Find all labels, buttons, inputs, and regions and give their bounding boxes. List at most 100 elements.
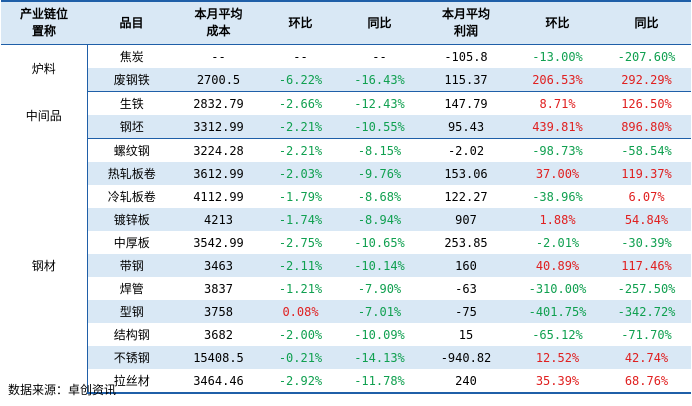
profit-yoy-cell: 42.74% [602,346,691,369]
profit-mom-cell: 37.00% [513,162,602,185]
cost-yoy-cell: -7.01% [340,300,419,323]
table-row: 型钢 3758 0.08% -7.01% -75 -401.75% -342.72% [1,300,691,323]
table-row: 中间品 生铁 2832.79 -2.66% -12.43% 147.79 8.71% 126.… [1,91,691,139]
product-name-cell: 废钢铁 [87,68,176,92]
profit-cell: 907 [419,208,513,231]
profit-yoy-cell: -342.72% [602,300,691,323]
profit-cell: 115.37 [419,68,513,92]
profit-mom-cell: 40.89% [513,254,602,277]
profit-yoy-cell: 117.46% [602,254,691,277]
table-row: 带钢 3463 -2.11% -10.14% 160 40.89% 117.46% [1,254,691,277]
profit-yoy-cell: -257.50% [617,281,676,296]
cost-mom-cell: -2.75% [278,235,323,250]
header-profit-yoy: 同比 [602,1,691,45]
profit-mom-cell: -2.01% [535,235,580,250]
profit-yoy-cell: 119.37% [602,162,691,185]
table-row: 热轧板卷 3612.99 -2.03% -9.76% 153.06 37.00% 119.3… [1,162,691,185]
product-name-cell: 钢坯 [87,115,176,139]
cost-mom-cell: -6.22% [261,68,340,92]
cost-mom-cell: -- [293,49,308,64]
cost-yoy-cell: -10.65% [354,235,405,250]
cost-yoy-cell: -8.15% [357,143,402,158]
product-name-cell: 冷轧板卷 [107,190,156,204]
header-cost-yoy: 同比 [340,1,419,45]
cost-cell: 3682 [204,327,233,342]
cost-mom-cell: -1.21% [278,281,323,296]
cost-mom-cell: -2.00% [278,327,323,342]
table-row: 冷轧板卷 4112.99 -1.79% -8.68% 122.27 -38.96% 6.07… [1,185,691,208]
product-name-cell: 带钢 [87,254,176,277]
product-name-cell: 焦炭 [119,50,144,64]
profit-yoy-cell: 6.07% [628,189,665,204]
category-cell: 炉料 [1,44,88,92]
profit-mom-cell: -38.96% [532,189,583,204]
product-name-cell: 热轧板卷 [87,162,176,185]
profit-cell: 95.43 [419,115,513,139]
cost-cell: 3463 [176,254,261,277]
cost-cell: 3542.99 [193,235,244,250]
profit-mom-cell: -401.75% [513,300,602,323]
cost-mom-cell: -2.11% [261,254,340,277]
product-name-cell: 结构钢 [113,328,150,342]
profit-cell: 147.79 [444,96,488,111]
product-name-cell: 型钢 [87,300,176,323]
table-row: 镀锌板 4213 -1.74% -8.94% 907 1.88% 54.84% [1,208,691,231]
cost-cell: 3224.28 [193,143,244,158]
product-name-cell: 焊管 [119,282,144,296]
table-row: 拉丝材 3464.46 -2.92% -11.78% 240 35.39% 68.76% [1,369,691,394]
cost-yoy-cell: -- [372,49,387,64]
profit-mom-cell: 206.53% [513,68,602,92]
data-source-note: 数据来源：卓创资讯 [8,383,117,397]
header-profit-mom: 环比 [513,1,602,45]
table-row: 钢材 螺纹钢 3224.28 -2.21% -8.15% -2.02 -98.73% -58.… [1,138,691,393]
profit-cell: 160 [419,254,513,277]
profit-mom-cell: 1.88% [513,208,602,231]
profit-yoy-cell: -71.70% [621,327,672,342]
cost-yoy-cell: -10.09% [354,327,405,342]
cost-cell: 4213 [176,208,261,231]
profit-mom-cell: 439.81% [513,115,602,139]
table-row: 结构钢 3682 -2.00% -10.09% 15 -65.12% -71.70% [1,323,691,346]
table-row: 废钢铁 2700.5 -6.22% -16.43% 115.37 206.53% 292.2… [1,68,691,92]
profit-yoy-cell: 54.84% [602,208,691,231]
cost-mom-cell: -1.74% [261,208,340,231]
cost-profit-table: 产业链位 置称 品目 本月平均 成本 环比 同比 本月平均 利润 环比 同比 炉… [1,0,691,394]
cost-mom-cell: -2.21% [261,115,340,139]
cost-yoy-cell: -8.94% [340,208,419,231]
cost-cell: 2700.5 [176,68,261,92]
cost-cell: 3758 [176,300,261,323]
profit-mom-cell: 12.52% [513,346,602,369]
cost-yoy-cell: -7.90% [357,281,402,296]
profit-yoy-cell: 68.76% [602,369,691,394]
cost-yoy-cell: -10.14% [340,254,419,277]
profit-cell: 15 [458,327,474,342]
cost-cell: 15408.5 [176,346,261,369]
product-name-cell: 中厚板 [113,236,150,250]
product-name-cell: 不锈钢 [87,346,176,369]
profit-mom-cell: 35.39% [513,369,602,394]
cost-yoy-cell: -16.43% [340,68,419,92]
cost-cell: 3464.46 [176,369,261,394]
product-name-cell: 镀锌板 [87,208,176,231]
cost-mom-cell: -1.79% [278,189,323,204]
profit-yoy-cell: 126.50% [621,96,672,111]
profit-cell: -105.8 [444,49,488,64]
header-profit: 本月平均 利润 [419,1,513,45]
header-cost-mom: 环比 [261,1,340,45]
cost-cell: 2832.79 [193,96,244,111]
cost-mom-cell: -2.92% [261,369,340,394]
profit-cell: -75 [419,300,513,323]
header-product: 品目 [87,1,176,45]
table-row: 炉料 焦炭 -- -- -- -105.8 -13.00% -207.60% [1,44,691,92]
category-cell: 钢材 [1,138,88,393]
cost-yoy-cell: -9.76% [340,162,419,185]
cost-cell: 3312.99 [176,115,261,139]
cost-yoy-cell: -8.68% [357,189,402,204]
profit-mom-cell: 8.71% [539,96,576,111]
cost-yoy-cell: -12.43% [354,96,405,111]
cost-cell: 4112.99 [193,189,244,204]
profit-cell: 122.27 [444,189,488,204]
header-industry-chain: 产业链位 置称 [1,1,87,45]
product-name-cell: 螺纹钢 [113,144,150,158]
cost-cell: 3612.99 [176,162,261,185]
